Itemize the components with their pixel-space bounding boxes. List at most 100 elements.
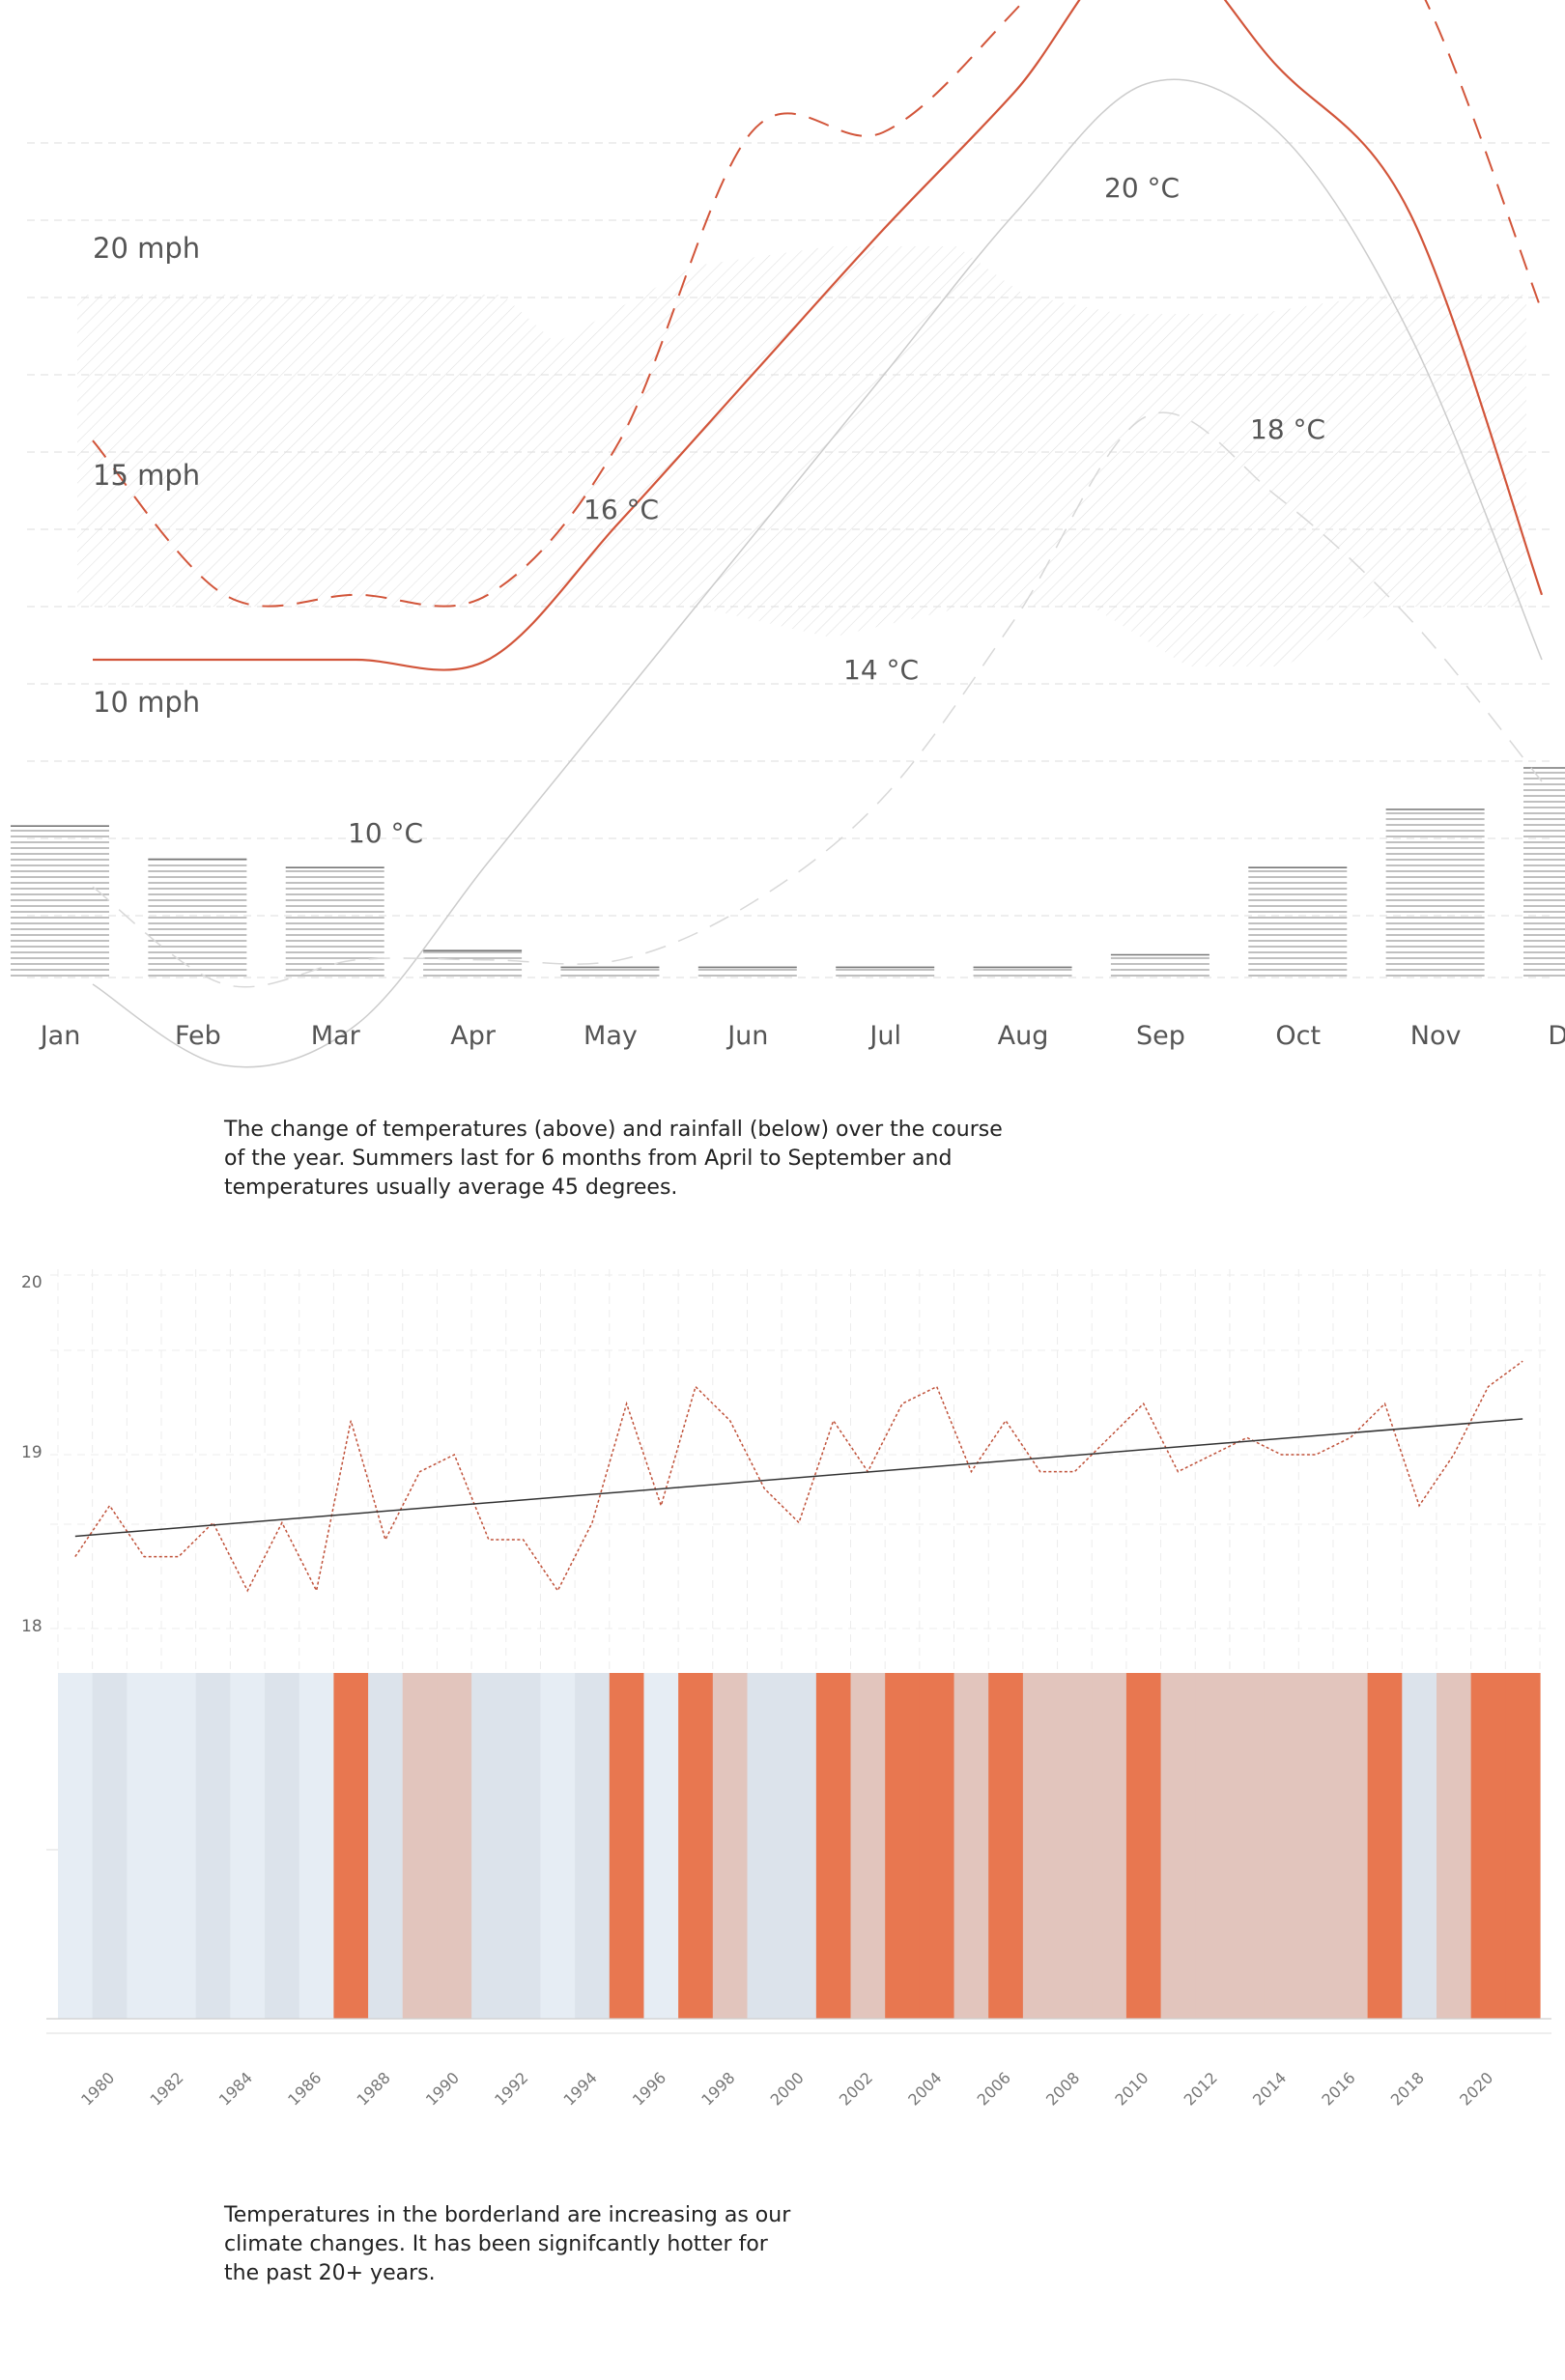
trend-line <box>74 1418 1523 1538</box>
month-label: Aug <box>998 1021 1049 1051</box>
warming-stripe-warm <box>1436 1673 1472 2019</box>
month-label: Apr <box>450 1021 497 1051</box>
warming-stripe-warm <box>1264 1673 1299 2019</box>
year-label: 2014 <box>1249 2068 1290 2109</box>
warming-stripe-warm <box>1332 1673 1369 2019</box>
rainfall-bar <box>1523 767 1565 977</box>
year-label: 1998 <box>697 2068 738 2109</box>
warming-stripe-hot <box>678 1673 714 2019</box>
warming-stripe-warm <box>1229 1673 1266 2019</box>
monthly-climate-chart: 20 mph 15 mph 10 mph 20 °C 18 °C 16 °C 1… <box>11 0 1565 1068</box>
temp-annotation-10: 10 °C <box>348 817 423 849</box>
warming-stripe-hot <box>333 1673 369 2019</box>
temp-annotation-18: 18 °C <box>1250 413 1325 445</box>
warming-stripe-hot <box>988 1673 1024 2019</box>
year-label: 2018 <box>1387 2068 1428 2109</box>
month-label: Sep <box>1136 1021 1185 1051</box>
annual-y-axis: 20 19 18 <box>21 1273 43 1636</box>
warming-stripe-cool <box>265 1673 300 2019</box>
warming-stripe-hot <box>1470 1673 1506 2019</box>
rainfall-bar <box>1110 953 1209 977</box>
y-tick-20: 20 <box>21 1273 43 1292</box>
month-axis: Jan Feb Mar Apr May Jun Jul Aug Sep Oct Nov Dec <box>39 1021 1565 1051</box>
rainfall-bar <box>1248 866 1348 977</box>
year-label: 2008 <box>1042 2068 1083 2109</box>
warming-stripe-warm <box>1298 1673 1334 2019</box>
rainfall-bar <box>1385 808 1485 977</box>
annual-temperature-line <box>74 1360 1523 1594</box>
year-axis: 1980 1982 1984 1986 1988 1990 1992 1994 1996 1998… <box>77 2068 1496 2109</box>
temp-annotation-16: 16 °C <box>583 494 659 525</box>
warming-stripe-cool <box>471 1673 507 2019</box>
warming-stripe-hot <box>885 1673 921 2019</box>
wind-label-15: 15 mph <box>93 459 200 492</box>
warming-stripe-warm <box>1195 1673 1231 2019</box>
chart-caption-top: The change of temperatures (above) and r… <box>224 1118 1003 1200</box>
year-label: 1986 <box>284 2068 325 2109</box>
wind-labels: 20 mph 15 mph 10 mph <box>93 232 200 719</box>
rainfall-bar <box>148 858 247 977</box>
y-tick-19: 19 <box>21 1443 43 1462</box>
warming-stripe-cool <box>747 1673 782 2019</box>
month-label: Feb <box>175 1021 221 1051</box>
month-label: Jun <box>726 1021 768 1051</box>
chart-caption-bottom: Temperatures in the borderland are incre… <box>224 2203 791 2285</box>
warming-stripe-cold <box>230 1673 266 2019</box>
warming-stripe-cool <box>505 1673 542 2019</box>
month-label: Dec <box>1548 1021 1565 1051</box>
year-label: 1988 <box>354 2068 394 2109</box>
warming-stripe-cool <box>195 1673 231 2019</box>
warming-stripe-cool <box>368 1673 404 2019</box>
month-label: Oct <box>1275 1021 1321 1051</box>
year-label: 1996 <box>629 2068 669 2109</box>
warming-stripe-cold <box>643 1673 679 2019</box>
wind-label-20: 20 mph <box>93 232 200 265</box>
year-label: 1992 <box>491 2068 531 2109</box>
rainfall-bar <box>836 966 935 977</box>
rainfall-bar <box>697 966 797 977</box>
temperature-series-dashed-grey <box>92 411 1543 988</box>
year-label: 2006 <box>974 2068 1014 2109</box>
warming-stripe-cold <box>540 1673 576 2019</box>
temperature-annotations: 20 °C 18 °C 16 °C 14 °C 10 °C <box>348 172 1325 849</box>
annual-temperature-chart: 20 19 18 1980 1982 1984 1986 1988 1990 1992 199… <box>21 1269 1551 2110</box>
warming-stripe-warm <box>1092 1673 1127 2019</box>
warming-stripe-cold <box>127 1673 162 2019</box>
warming-stripe-hot <box>815 1673 852 2019</box>
warming-stripe-hot <box>1367 1673 1403 2019</box>
temperature-lines <box>92 0 1544 1068</box>
year-label: 1980 <box>77 2068 118 2109</box>
year-label: 2004 <box>904 2068 945 2109</box>
rainfall-bar <box>423 949 523 977</box>
month-label: Jul <box>868 1021 901 1051</box>
rainfall-bar <box>973 966 1072 977</box>
annual-temperature-lines <box>74 1360 1523 1594</box>
warming-stripe-cold <box>161 1673 197 2019</box>
rainfall-bars <box>11 767 1565 977</box>
warming-stripe-warm <box>1057 1673 1093 2019</box>
warming-stripes <box>46 1673 1551 2034</box>
warming-stripe-warm <box>1022 1673 1059 2019</box>
year-label: 1990 <box>422 2068 463 2109</box>
year-label: 2002 <box>836 2068 876 2109</box>
year-label: 2000 <box>767 2068 808 2109</box>
warming-stripe-hot <box>1505 1673 1541 2019</box>
warming-stripe-cool <box>1402 1673 1437 2019</box>
temperature-series-solid-accent <box>92 0 1544 671</box>
year-label: 2016 <box>1318 2068 1358 2109</box>
warming-stripe-warm <box>1160 1673 1196 2019</box>
year-label: 2010 <box>1111 2068 1152 2109</box>
warming-stripe-cool <box>575 1673 611 2019</box>
warming-stripe-warm <box>402 1673 439 2019</box>
warming-stripe-warm <box>712 1673 749 2019</box>
wind-band <box>77 246 1526 666</box>
temperature-series-dashed-accent <box>92 0 1543 608</box>
year-label: 1984 <box>215 2068 256 2109</box>
rainfall-bar <box>11 825 109 977</box>
year-label: 1982 <box>146 2068 186 2109</box>
warming-stripe-warm <box>850 1673 886 2019</box>
annual-gridlines <box>50 1269 1546 1671</box>
month-label: Mar <box>311 1021 361 1051</box>
temp-annotation-20: 20 °C <box>1104 172 1180 204</box>
rainfall-bar <box>285 866 384 977</box>
